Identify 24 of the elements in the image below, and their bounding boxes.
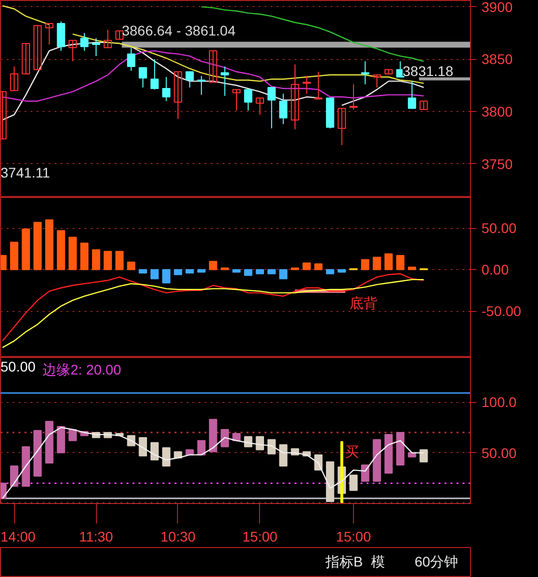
ref-line-label: 3831.18 xyxy=(402,62,454,79)
x-tick-label: 11:30 xyxy=(79,528,114,544)
y-tick-label: 3750 xyxy=(482,156,513,172)
y-tick-label: 3900 xyxy=(482,0,513,15)
text: 指标B xyxy=(324,554,363,570)
y-tick-label: 3850 xyxy=(482,51,513,68)
y-tick-label: 50.00 xyxy=(482,220,517,236)
y-tick-label: 100.0 xyxy=(482,394,517,410)
annotation: 50.00 xyxy=(0,358,36,374)
y-tick-label: 50.00 xyxy=(482,444,517,461)
x-tick-label: 14:00 xyxy=(0,528,36,544)
y-tick-label: 3800 xyxy=(482,104,513,120)
y-tick-label: -50.00 xyxy=(482,303,522,320)
x-tick-label: 15:00 xyxy=(336,528,372,544)
annotation: 边缘2: 20.00 xyxy=(42,362,122,378)
annotation: 3741.11 xyxy=(0,164,50,180)
x-tick-label: 10:30 xyxy=(160,528,196,544)
annotation: 买 xyxy=(344,444,359,460)
band-label: 底背 xyxy=(349,294,378,311)
text: 60分钟 xyxy=(414,554,458,570)
x-tick-label: 15:00 xyxy=(242,528,278,544)
band-label: 3866.64 - 3861.04 xyxy=(122,22,236,39)
text: 模 xyxy=(370,554,385,570)
y-tick-label: 0.00 xyxy=(482,262,509,278)
